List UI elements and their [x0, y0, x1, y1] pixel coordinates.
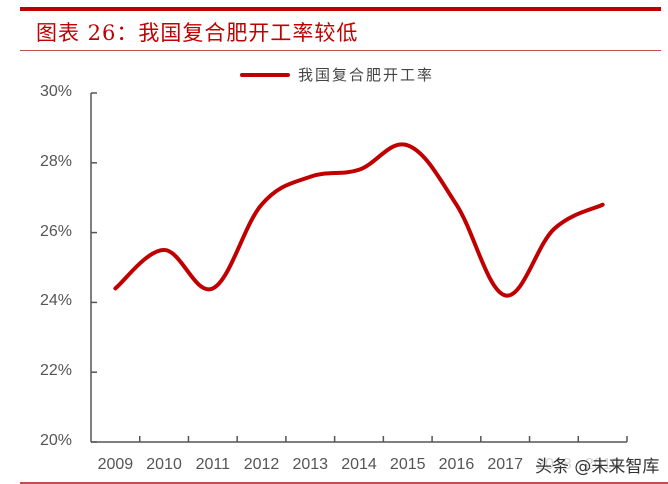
y-tick-label: 22% [39, 362, 72, 380]
y-tick-label: 20% [39, 432, 72, 449]
legend-label: 我国复合肥开工率 [298, 66, 435, 84]
x-tick-label: 2012 [243, 456, 280, 473]
legend: 我国复合肥开工率 [240, 64, 434, 85]
x-tick-label: 2016 [438, 456, 475, 473]
top-rule [20, 7, 661, 11]
x-tick-label: 2013 [292, 456, 329, 473]
x-tick-label: 2009 [97, 456, 134, 473]
y-tick-label: 24% [39, 292, 72, 310]
axes [90, 92, 628, 443]
y-tick-label: 30% [39, 83, 72, 100]
x-tick-label: 2017 [487, 456, 523, 473]
y-tick-label: 28% [39, 152, 72, 170]
x-tick-label: 2011 [195, 456, 231, 473]
legend-line-swatch [240, 72, 290, 77]
y-tick-label: 26% [39, 222, 72, 240]
bottom-rule [20, 482, 668, 484]
x-tick-label: 2015 [389, 456, 426, 473]
x-tick-label: 2010 [146, 456, 182, 473]
watermark: 头条 @未来智库 [533, 452, 662, 477]
series-line [113, 142, 605, 298]
chart-title: 图表 26：我国复合肥开工率较低 [36, 21, 359, 45]
title-divider [20, 50, 661, 51]
x-tick-label: 2014 [341, 456, 377, 473]
